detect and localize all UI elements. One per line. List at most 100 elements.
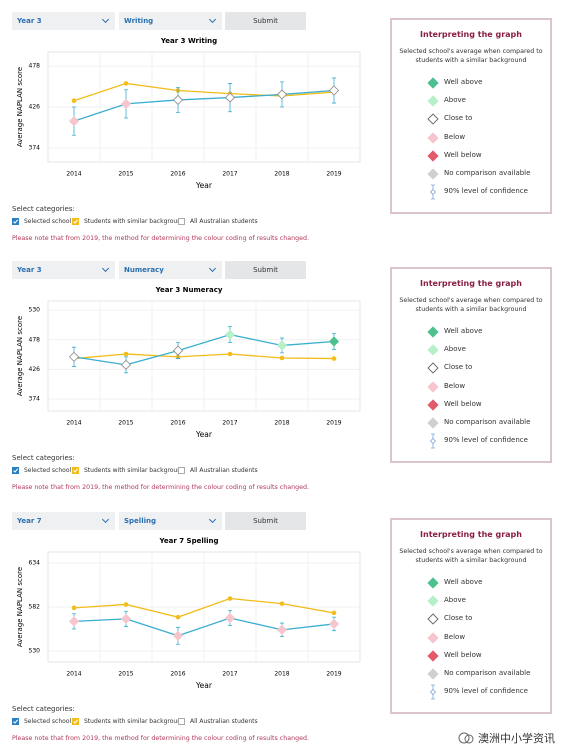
subject-select[interactable]: Numeracy — [119, 261, 222, 279]
category-checkbox[interactable] — [178, 218, 185, 225]
y-axis-label: Average NAPLAN score — [16, 316, 24, 396]
legend-item: Below — [444, 381, 466, 390]
legend-diamond — [427, 417, 439, 429]
legend-title: Interpreting the graph — [420, 279, 522, 288]
year-select[interactable]: Year 7 — [12, 512, 115, 530]
legend-item: No comparison available — [444, 418, 531, 426]
legend-item: Well below — [444, 650, 482, 659]
legend-item: Close to — [444, 114, 473, 123]
series-line — [73, 597, 335, 618]
legend-subtitle: Selected school's average when compared … — [399, 48, 543, 64]
legend-icon — [427, 613, 439, 626]
school-marker — [120, 98, 132, 109]
category-checkbox[interactable] — [12, 218, 19, 225]
legend-box: Interpreting the graph Selected school's … — [390, 18, 552, 214]
legend-icon — [427, 95, 439, 107]
category-checkbox[interactable] — [178, 467, 185, 474]
similar-marker — [123, 351, 129, 357]
legend-icon — [427, 631, 439, 644]
category-checkbox[interactable] — [72, 718, 79, 725]
legend-item: 90% level of confidence — [444, 687, 528, 696]
legend-icon — [427, 399, 439, 411]
series-line — [73, 82, 335, 102]
school-marker — [68, 351, 80, 362]
legend-icon — [427, 150, 439, 162]
result-panel: Year 3 Writing Submit Year 3 Writing Average… — [0, 0, 569, 250]
x-tick-label: 2014 — [66, 171, 81, 178]
similar-marker — [331, 610, 337, 616]
legend-box: Interpreting the graph Selected school's … — [390, 267, 552, 463]
category-checkbox[interactable] — [12, 467, 19, 474]
category-checkbox[interactable] — [178, 718, 185, 725]
category-label: Students with similar background — [84, 718, 185, 725]
x-tick-label: 2015 — [118, 171, 133, 178]
y-tick-label: 426 — [29, 366, 41, 373]
method-note: Please note that from 2019, the method f… — [12, 484, 309, 491]
legend-icon — [427, 577, 439, 589]
legend-icon — [427, 362, 439, 375]
similar-marker — [279, 601, 285, 606]
legend-subtitle: Selected school's average when compared … — [399, 548, 543, 564]
y-tick-label: 426 — [29, 104, 41, 111]
categories-label: Select categories: — [12, 454, 75, 462]
watermark-text: 澳洲中小学资讯 — [478, 732, 555, 745]
legend-diamond — [429, 438, 437, 445]
legend-item: Below — [444, 132, 466, 141]
school-marker — [328, 618, 340, 629]
similar-marker — [227, 596, 233, 601]
legend-icon — [427, 113, 439, 126]
y-axis-label: Average NAPLAN score — [16, 67, 24, 147]
school-marker — [172, 345, 184, 356]
legend-icon — [427, 326, 439, 338]
subject-select[interactable]: Writing — [119, 12, 222, 30]
x-axis-label: Year — [195, 430, 213, 439]
similar-marker — [71, 605, 77, 611]
x-tick-label: 2017 — [222, 671, 237, 678]
chart-title: Year 3 Writing — [160, 37, 217, 45]
legend-item: Above — [444, 345, 466, 354]
watermark-icon — [458, 732, 474, 744]
y-tick-label: 582 — [29, 604, 41, 611]
school-marker — [172, 630, 184, 641]
legend-title: Interpreting the graph — [420, 30, 522, 39]
legend-icon — [429, 184, 437, 200]
similar-marker — [123, 81, 129, 86]
legend-item: No comparison available — [444, 669, 531, 677]
legend-item: Well below — [444, 399, 482, 408]
y-tick-label: 478 — [29, 63, 41, 70]
category-label: Selected school — [24, 467, 72, 474]
legend-item: No comparison available — [444, 169, 531, 177]
submit-button[interactable]: Submit — [225, 12, 306, 30]
y-tick-label: 374 — [29, 144, 41, 151]
category-label: Students with similar background — [84, 467, 185, 474]
school-marker — [224, 612, 236, 624]
category-checkbox[interactable] — [12, 718, 19, 725]
year-select[interactable]: Year 3 — [12, 261, 115, 279]
category-checkbox[interactable] — [72, 467, 79, 474]
school-marker — [68, 616, 80, 627]
chart: Year 7 Spelling Average NAPLAN score 530 58… — [16, 537, 361, 690]
school-marker — [68, 116, 80, 127]
series-line — [73, 353, 335, 360]
y-tick-label: 634 — [29, 560, 41, 567]
legend-diamond — [427, 613, 439, 626]
legend-diamond — [427, 631, 439, 644]
category-checkbox[interactable] — [72, 218, 79, 225]
category-label: Selected school — [24, 718, 72, 725]
x-tick-label: 2016 — [170, 420, 185, 427]
submit-button[interactable]: Submit — [225, 512, 306, 530]
x-tick-label: 2015 — [118, 420, 133, 427]
submit-button[interactable]: Submit — [225, 261, 306, 279]
method-note: Please note that from 2019, the method f… — [12, 735, 309, 742]
legend-diamond — [427, 595, 439, 607]
year-select[interactable]: Year 3 — [12, 12, 115, 30]
subject-select[interactable]: Spelling — [119, 512, 222, 530]
series-line — [73, 89, 335, 122]
legend-icon — [427, 417, 439, 429]
legend-item: 90% level of confidence — [444, 187, 528, 196]
legend-item: Above — [444, 596, 466, 605]
legend-box: Interpreting the graph Selected school's … — [390, 518, 552, 714]
school-marker — [172, 94, 184, 105]
legend-item: Close to — [444, 363, 473, 372]
legend-icon — [427, 77, 439, 89]
